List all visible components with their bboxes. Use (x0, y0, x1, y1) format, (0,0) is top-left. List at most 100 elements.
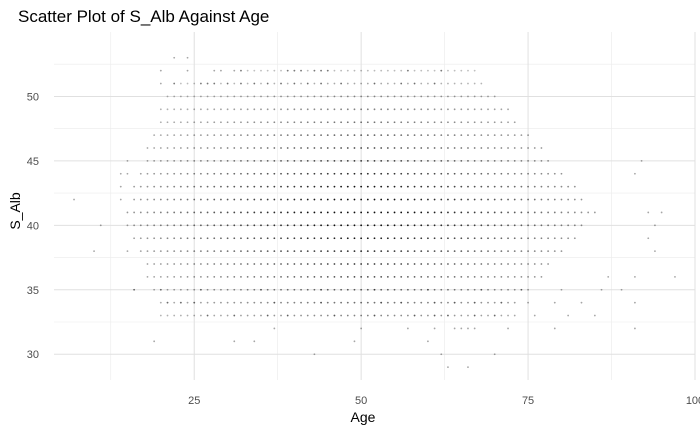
data-point (547, 211, 550, 214)
data-point (460, 314, 463, 317)
data-point (386, 108, 389, 111)
data-point (333, 134, 336, 137)
data-point (153, 159, 156, 162)
data-point (173, 82, 176, 85)
data-point (380, 95, 383, 98)
data-point (326, 301, 329, 304)
data-point (173, 159, 176, 162)
data-point (246, 237, 249, 240)
data-point (233, 250, 236, 253)
data-point (300, 172, 302, 175)
data-point (333, 224, 336, 227)
data-point (206, 263, 209, 265)
data-point (226, 95, 229, 98)
data-point (213, 275, 216, 278)
data-point (440, 69, 443, 72)
data-point (373, 108, 376, 111)
data-point (380, 250, 383, 253)
data-point (340, 82, 343, 85)
data-point (213, 185, 216, 188)
data-point (226, 198, 229, 201)
data-point (447, 172, 449, 175)
data-point (386, 147, 389, 149)
data-point (360, 185, 363, 188)
data-point (540, 198, 543, 201)
data-point (353, 275, 356, 278)
data-point (513, 147, 516, 149)
data-point (220, 288, 222, 291)
data-point (493, 288, 496, 291)
data-point (320, 95, 322, 98)
data-point (440, 237, 443, 240)
data-point (326, 69, 329, 72)
data-point (487, 147, 489, 149)
data-point (199, 82, 202, 85)
data-point (640, 159, 643, 162)
data-point (253, 159, 256, 162)
data-point (493, 211, 496, 214)
data-point (233, 237, 236, 240)
data-point (433, 147, 436, 149)
data-point (420, 69, 423, 72)
data-point (173, 250, 176, 253)
data-point (460, 121, 463, 124)
data-point (186, 121, 189, 124)
data-point (440, 82, 443, 85)
data-point (360, 108, 363, 111)
data-point (427, 95, 429, 98)
data-point (199, 134, 202, 137)
data-point (467, 134, 469, 137)
data-point (293, 185, 296, 188)
data-point (393, 69, 396, 72)
data-point (360, 327, 363, 330)
data-point (413, 69, 416, 72)
data-point (179, 301, 182, 304)
data-point (520, 288, 523, 291)
data-point (280, 95, 282, 98)
data-point (480, 211, 483, 214)
data-point (280, 301, 282, 304)
data-point (440, 121, 443, 124)
data-point (240, 288, 242, 291)
data-point (266, 185, 269, 188)
data-point (400, 134, 403, 137)
data-point (513, 172, 516, 175)
data-point (500, 185, 503, 188)
y-axis-tick-labels: 30 35 40 45 50 (27, 91, 39, 361)
data-point (440, 314, 443, 317)
data-point (280, 263, 282, 265)
data-point (206, 237, 209, 240)
data-point (233, 82, 236, 85)
data-point (340, 147, 343, 149)
data-point (266, 69, 269, 72)
data-point (340, 185, 343, 188)
data-point (240, 69, 242, 72)
data-point (400, 224, 403, 227)
data-point (199, 250, 202, 253)
data-point (433, 198, 436, 201)
data-point (220, 185, 222, 188)
data-point (280, 224, 282, 227)
data-point (366, 198, 369, 201)
data-point (340, 301, 343, 304)
data-point (206, 108, 209, 111)
data-point (280, 147, 282, 149)
data-point (373, 69, 376, 72)
data-point (467, 288, 469, 291)
data-point (467, 82, 469, 85)
data-point (333, 314, 336, 317)
data-point (260, 147, 262, 149)
data-point (567, 211, 570, 214)
data-point (360, 159, 363, 162)
data-point (266, 275, 269, 278)
data-point (226, 224, 229, 227)
data-point (386, 134, 389, 137)
data-point (313, 82, 316, 85)
data-point (300, 159, 302, 162)
data-point (386, 314, 389, 317)
data-point (400, 95, 403, 98)
data-point (487, 288, 489, 291)
data-point (166, 159, 169, 162)
data-point (433, 301, 436, 304)
data-point (340, 314, 343, 317)
